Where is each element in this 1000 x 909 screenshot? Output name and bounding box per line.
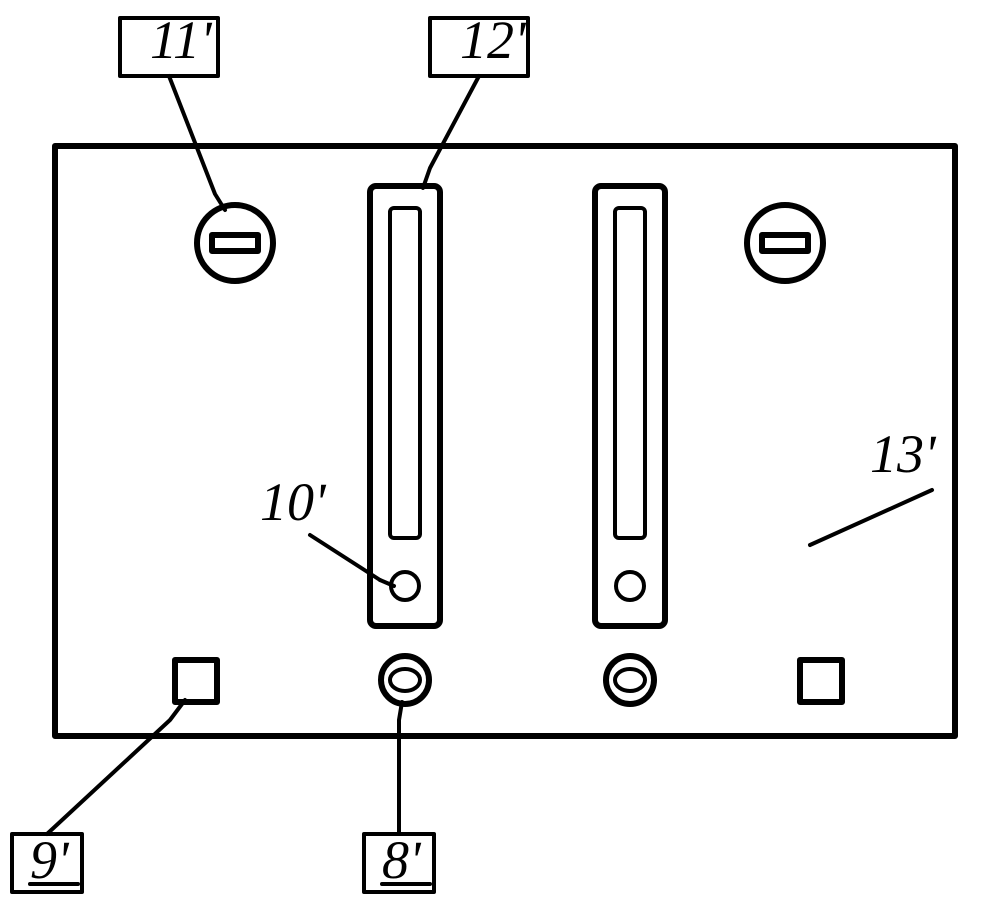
label-l13-leader: [810, 490, 932, 545]
screw-right: [747, 205, 823, 281]
screw-right-slot: [762, 235, 808, 251]
screw-left: [197, 205, 273, 281]
card-slot-right-led: [616, 572, 644, 600]
label-l9: 9': [30, 830, 70, 890]
label-l12: 12': [460, 10, 527, 70]
square-port-left[interactable]: [175, 660, 217, 702]
label-l13: 13': [870, 424, 937, 484]
screw-left-slot: [212, 235, 258, 251]
card-slot-left-inner: [390, 208, 420, 538]
round-button-left-cap: [390, 669, 420, 691]
card-slot-right[interactable]: [595, 186, 665, 626]
label-l11: 11': [150, 10, 213, 70]
round-button-right-cap: [615, 669, 645, 691]
label-l10: 10': [260, 472, 327, 532]
card-slot-left[interactable]: [370, 186, 440, 626]
label-l9-leader: [47, 700, 185, 834]
label-l8-leader: [399, 702, 402, 834]
label-l8: 8': [382, 830, 422, 890]
card-slot-right-inner: [615, 208, 645, 538]
square-port-right[interactable]: [800, 660, 842, 702]
label-l12-leader: [423, 76, 479, 188]
